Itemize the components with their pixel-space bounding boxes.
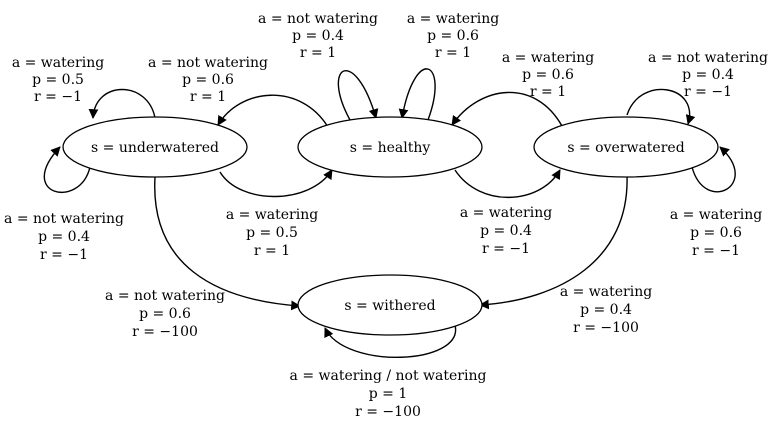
label-probability: p = 0.4 <box>38 229 90 245</box>
state-overwatered-label: s = overwatered <box>567 140 684 156</box>
edge-over-to-withered <box>479 174 628 310</box>
label-reward: r = −1 <box>34 89 82 105</box>
label-healthy-self-not-watering: a = not watering p = 0.4 r = 1 <box>258 11 378 61</box>
label-reward: r = 1 <box>254 243 290 259</box>
label-probability: p = 1 <box>369 386 408 402</box>
label-action: a = watering <box>670 207 762 223</box>
state-withered-label: s = withered <box>344 298 435 314</box>
label-reward: r = −100 <box>355 404 421 420</box>
state-withered: s = withered <box>297 274 483 336</box>
label-reward: r = 1 <box>190 89 226 105</box>
label-under-to-healthy: a = watering p = 0.5 r = 1 <box>226 207 318 259</box>
label-reward: r = 1 <box>435 45 471 61</box>
label-action: a = watering <box>502 50 594 66</box>
label-action: a = watering / not watering <box>290 368 487 384</box>
label-action: a = not watering <box>105 288 225 304</box>
state-underwatered: s = underwatered <box>62 116 248 178</box>
label-probability: p = 0.6 <box>690 225 742 241</box>
label-action: a = not watering <box>258 11 378 27</box>
label-action: a = watering <box>226 207 318 223</box>
label-reward: r = −100 <box>132 324 198 340</box>
edge-healthy-self-not-watering <box>337 70 379 121</box>
edge-over-to-healthy <box>451 91 563 127</box>
edge-healthy-to-under <box>217 94 329 128</box>
label-action: a = watering <box>460 205 552 221</box>
edge-under-self-watering <box>88 88 156 119</box>
state-healthy: s = healthy <box>297 116 483 178</box>
edge-under-to-withered <box>154 176 301 311</box>
label-action: a = watering <box>12 55 104 71</box>
label-healthy-to-over: a = watering p = 0.4 r = −1 <box>460 205 552 257</box>
label-reward: r = 1 <box>300 45 336 61</box>
label-under-self-not-watering: a = not watering p = 0.4 r = −1 <box>4 211 124 263</box>
edge-healthy-to-over <box>454 169 561 198</box>
label-reward: r = −1 <box>684 84 732 100</box>
edge-over-self-watering <box>691 146 736 193</box>
label-under-to-withered: a = not watering p = 0.6 r = −100 <box>105 288 225 340</box>
label-reward: r = −1 <box>692 243 740 259</box>
label-probability: p = 0.6 <box>522 67 574 83</box>
label-probability: p = 0.6 <box>427 28 479 44</box>
label-reward: r = 1 <box>530 84 566 100</box>
label-healthy-self-watering: a = watering p = 0.6 r = 1 <box>407 11 499 61</box>
edge-over-self-not-watering <box>626 88 696 125</box>
edge-withered-self <box>324 324 457 359</box>
label-probability: p = 0.4 <box>292 28 344 44</box>
label-probability: p = 0.6 <box>182 72 234 88</box>
edge-healthy-self-watering <box>398 68 436 121</box>
edge-under-self-not-watering <box>43 146 91 193</box>
label-over-self-watering: a = watering p = 0.6 r = −1 <box>670 207 762 259</box>
label-under-self-watering: a = watering p = 0.5 r = −1 <box>12 55 104 105</box>
label-withered-self: a = watering / not watering p = 1 r = −1… <box>290 368 487 420</box>
label-probability: p = 0.4 <box>682 67 734 83</box>
label-action: a = watering <box>407 11 499 27</box>
edge-under-to-healthy <box>219 169 333 198</box>
label-reward: r = −1 <box>482 241 530 257</box>
label-probability: p = 0.4 <box>580 302 632 318</box>
label-probability: p = 0.4 <box>480 223 532 239</box>
label-healthy-to-under: a = not watering p = 0.6 r = 1 <box>148 55 268 105</box>
label-probability: p = 0.6 <box>139 306 191 322</box>
label-over-self-not-watering: a = not watering p = 0.4 r = −1 <box>648 50 768 100</box>
label-probability: p = 0.5 <box>246 225 298 241</box>
state-overwatered: s = overwatered <box>533 116 719 178</box>
label-over-to-withered: a = watering p = 0.4 r = −100 <box>560 284 652 336</box>
label-action: a = not watering <box>648 50 768 66</box>
label-action: a = not watering <box>148 55 268 71</box>
label-reward: r = −1 <box>40 247 88 263</box>
state-underwatered-label: s = underwatered <box>91 140 219 156</box>
label-probability: p = 0.5 <box>32 72 84 88</box>
label-over-to-healthy: a = watering p = 0.6 r = 1 <box>502 50 594 100</box>
label-reward: r = −100 <box>573 320 639 336</box>
label-action: a = not watering <box>4 211 124 227</box>
state-healthy-label: s = healthy <box>350 140 431 156</box>
label-action: a = watering <box>560 284 652 300</box>
